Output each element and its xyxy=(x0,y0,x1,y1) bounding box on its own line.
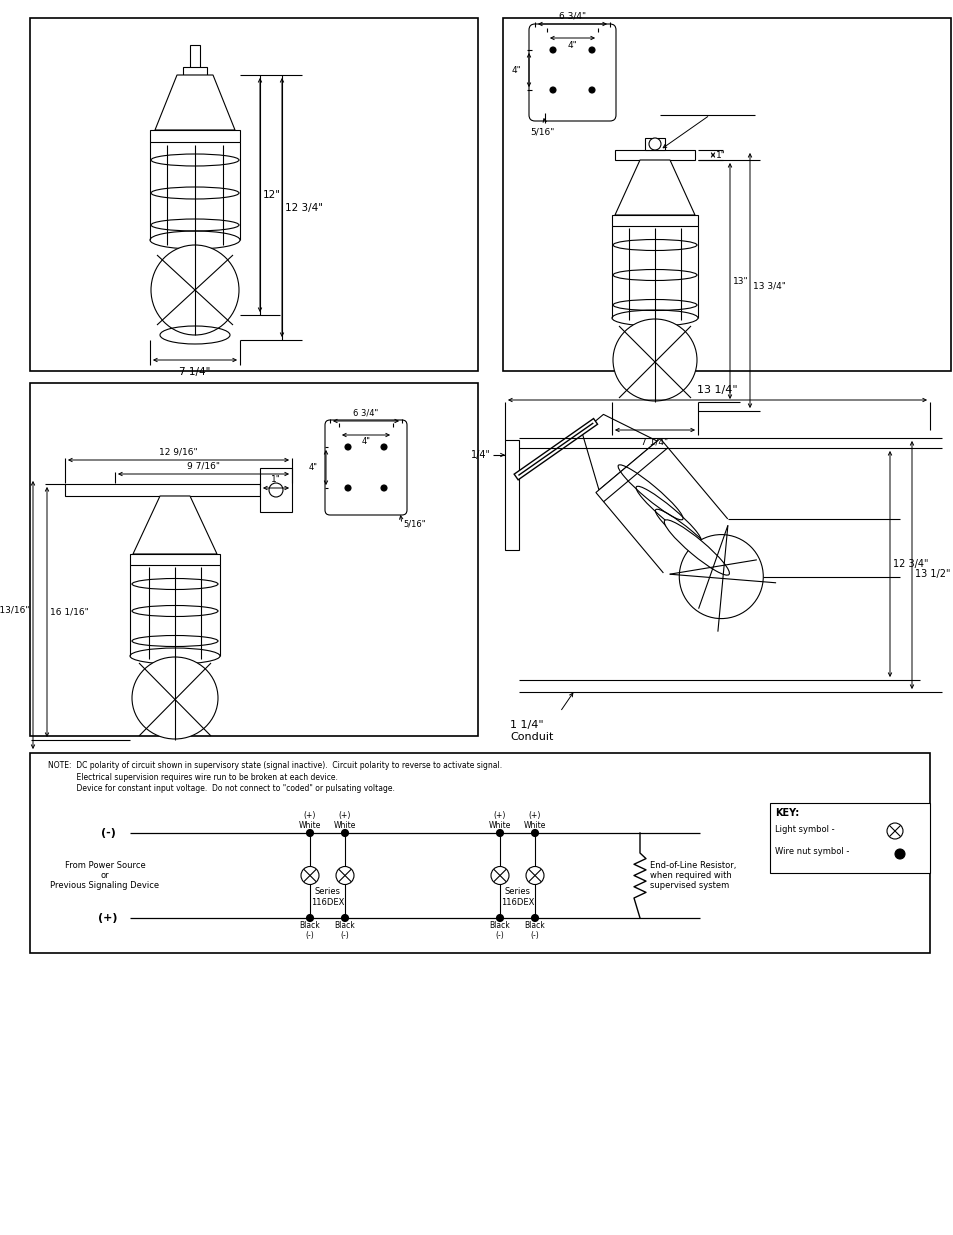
Text: 1/4": 1/4" xyxy=(471,450,491,459)
Text: 5/16": 5/16" xyxy=(530,127,554,136)
Text: (-): (-) xyxy=(100,827,115,839)
Text: Black
(-): Black (-) xyxy=(335,921,355,940)
Polygon shape xyxy=(154,75,234,130)
Circle shape xyxy=(531,830,537,836)
Ellipse shape xyxy=(132,657,218,739)
Circle shape xyxy=(496,914,503,921)
Circle shape xyxy=(380,485,387,492)
Polygon shape xyxy=(581,415,657,490)
Text: 13 1/2": 13 1/2" xyxy=(914,569,949,579)
Text: 12 3/4": 12 3/4" xyxy=(285,203,323,212)
Circle shape xyxy=(886,823,902,839)
Text: (+)
White: (+) White xyxy=(298,810,321,830)
Bar xyxy=(183,67,207,75)
Text: 13 1/4": 13 1/4" xyxy=(697,385,737,395)
Text: 1 1/4"
Conduit: 1 1/4" Conduit xyxy=(510,720,553,741)
Bar xyxy=(30,19,477,370)
Ellipse shape xyxy=(663,520,729,576)
Circle shape xyxy=(269,483,283,496)
Text: (+)
White: (+) White xyxy=(523,810,546,830)
Text: 9 7/16": 9 7/16" xyxy=(187,462,220,471)
Text: Series
116DEX: Series 116DEX xyxy=(311,888,344,906)
Ellipse shape xyxy=(151,245,239,335)
Text: Series
116DEX: Series 116DEX xyxy=(500,888,534,906)
Ellipse shape xyxy=(150,231,240,249)
Bar xyxy=(190,44,200,70)
Bar xyxy=(30,753,929,953)
Text: 4": 4" xyxy=(511,65,520,74)
Bar xyxy=(65,484,260,496)
Bar xyxy=(769,803,929,873)
Circle shape xyxy=(648,138,660,149)
Circle shape xyxy=(525,867,543,884)
Text: 13 3/4": 13 3/4" xyxy=(752,282,785,290)
Text: 16 13/16": 16 13/16" xyxy=(0,605,30,615)
Text: From Power Source
or
Previous Signaling Device: From Power Source or Previous Signaling … xyxy=(51,861,159,890)
Text: 6 3/4": 6 3/4" xyxy=(353,409,378,417)
Circle shape xyxy=(894,848,904,860)
Text: 13": 13" xyxy=(732,277,748,285)
Text: 4": 4" xyxy=(361,437,370,447)
Bar xyxy=(30,383,477,736)
Circle shape xyxy=(550,47,556,53)
Text: 12": 12" xyxy=(263,190,281,200)
Text: 12 9/16": 12 9/16" xyxy=(159,447,197,457)
Circle shape xyxy=(491,867,509,884)
Circle shape xyxy=(588,47,595,53)
Circle shape xyxy=(306,830,314,836)
Polygon shape xyxy=(596,438,667,501)
Circle shape xyxy=(345,485,351,492)
Text: (+)
White: (+) White xyxy=(334,810,355,830)
Text: 5/16": 5/16" xyxy=(402,520,425,529)
Polygon shape xyxy=(132,496,216,555)
Text: 7 1/4": 7 1/4" xyxy=(640,437,668,447)
Circle shape xyxy=(380,445,387,450)
Text: 4": 4" xyxy=(567,41,577,49)
Text: Device for constant input voltage.  Do not connect to "coded" or pulsating volta: Device for constant input voltage. Do no… xyxy=(48,784,395,793)
Text: Light symbol -: Light symbol - xyxy=(774,825,834,834)
Circle shape xyxy=(341,830,348,836)
Circle shape xyxy=(496,830,503,836)
Circle shape xyxy=(588,86,595,93)
Circle shape xyxy=(531,914,537,921)
Text: 7 1/4": 7 1/4" xyxy=(179,367,211,377)
Bar xyxy=(615,149,695,161)
Ellipse shape xyxy=(613,319,697,401)
Text: Electrical supervision requires wire run to be broken at each device.: Electrical supervision requires wire run… xyxy=(48,773,337,782)
Text: End-of-Line Resistor,
when required with
supervised system: End-of-Line Resistor, when required with… xyxy=(649,861,736,890)
Ellipse shape xyxy=(130,648,220,664)
Bar xyxy=(612,215,698,226)
Text: 12 3/4": 12 3/4" xyxy=(892,559,927,569)
Circle shape xyxy=(306,914,314,921)
Circle shape xyxy=(345,445,351,450)
FancyBboxPatch shape xyxy=(325,420,407,515)
Bar xyxy=(150,130,240,142)
FancyBboxPatch shape xyxy=(529,23,616,121)
Text: Black
(-): Black (-) xyxy=(524,921,545,940)
Text: Wire nut symbol -: Wire nut symbol - xyxy=(774,847,848,856)
Text: 1": 1" xyxy=(271,475,280,484)
Ellipse shape xyxy=(679,535,762,619)
Ellipse shape xyxy=(612,310,698,326)
Circle shape xyxy=(550,86,556,93)
Bar xyxy=(502,19,950,370)
Bar xyxy=(130,555,220,564)
Text: KEY:: KEY: xyxy=(774,808,799,818)
Bar xyxy=(644,138,664,149)
Bar xyxy=(504,440,518,550)
Text: 1": 1" xyxy=(716,151,725,159)
Bar xyxy=(260,468,292,513)
Text: 6 3/4": 6 3/4" xyxy=(558,11,585,21)
Text: 4": 4" xyxy=(309,463,317,472)
Circle shape xyxy=(301,867,318,884)
Polygon shape xyxy=(615,161,695,215)
Circle shape xyxy=(341,914,348,921)
Text: 16 1/16": 16 1/16" xyxy=(50,608,89,616)
Text: Black
(-): Black (-) xyxy=(299,921,320,940)
Text: (+): (+) xyxy=(98,913,117,923)
Text: Black
(-): Black (-) xyxy=(489,921,510,940)
Text: NOTE:  DC polarity of circuit shown in supervisory state (signal inactive).  Cir: NOTE: DC polarity of circuit shown in su… xyxy=(48,761,501,769)
Circle shape xyxy=(335,867,354,884)
Text: (+)
White: (+) White xyxy=(488,810,511,830)
